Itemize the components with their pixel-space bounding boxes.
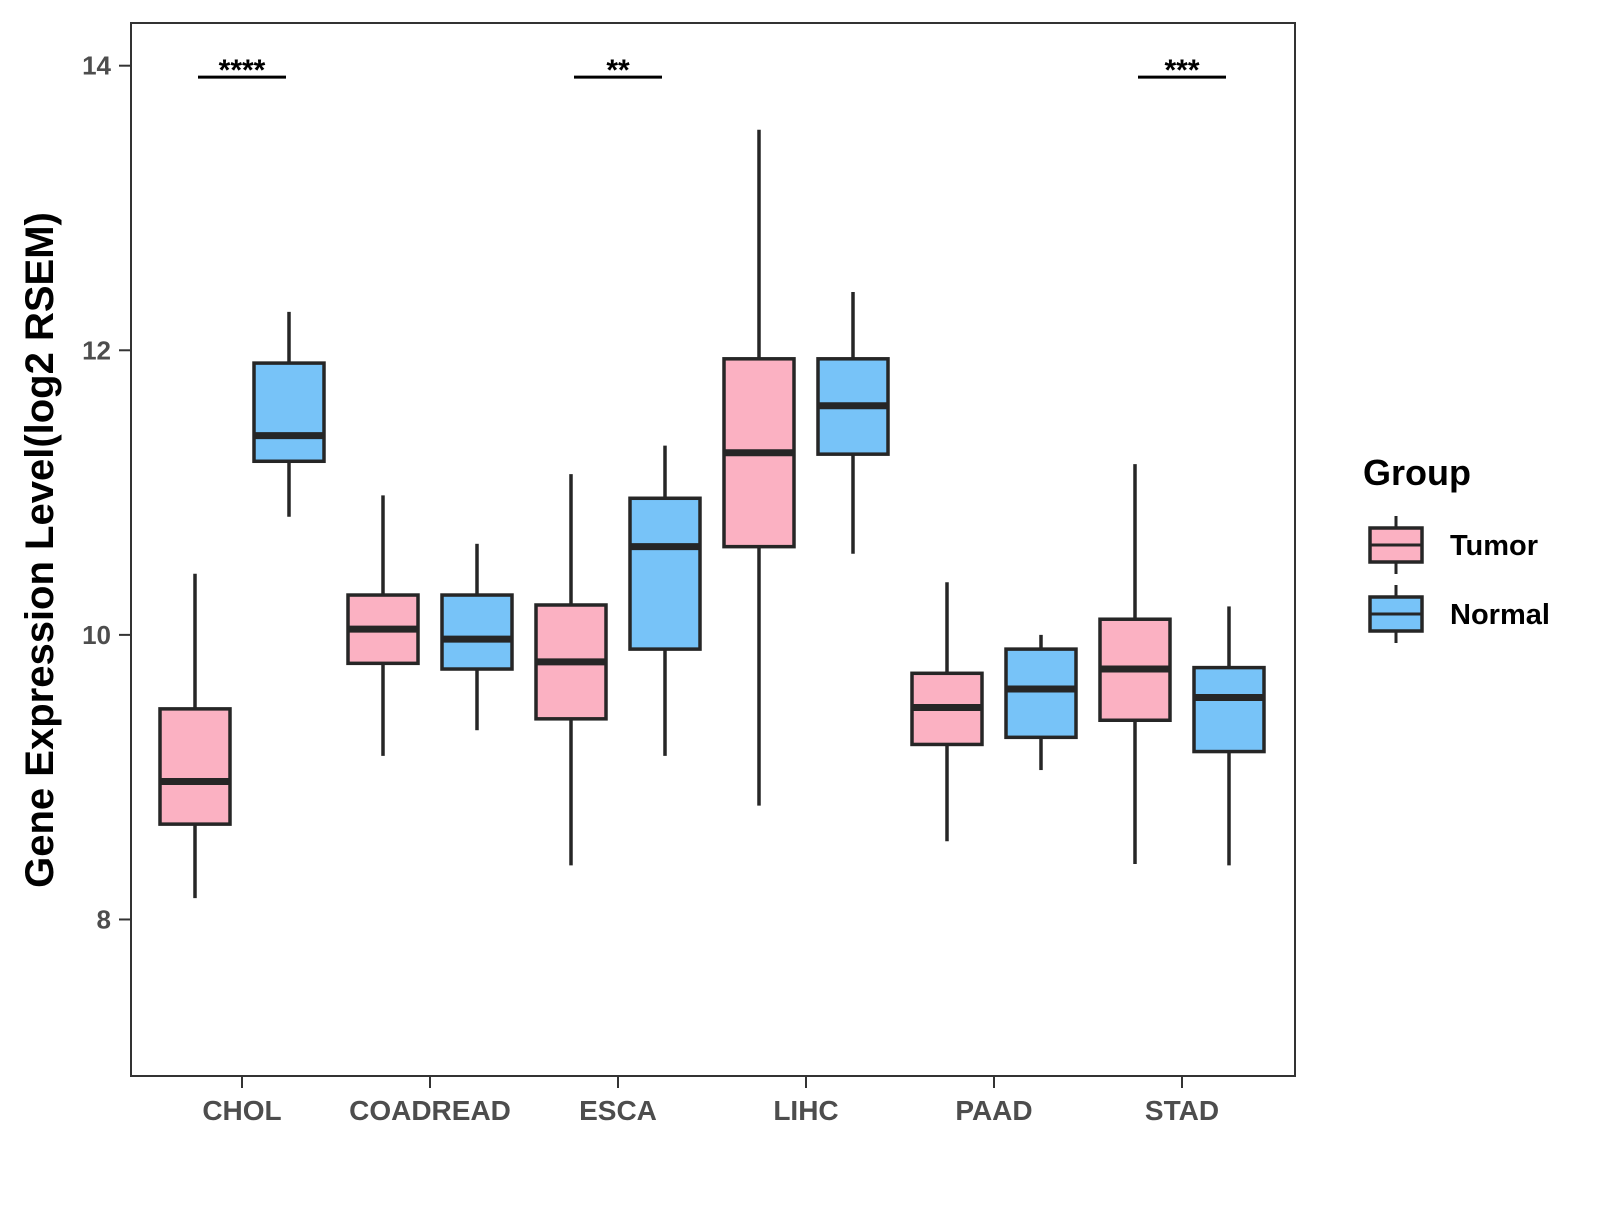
x-tick-label: ESCA — [579, 1095, 657, 1126]
y-tick-label: 12 — [82, 335, 111, 365]
significance-label: *** — [1164, 54, 1199, 87]
box-normal-stad — [1192, 606, 1266, 866]
legend-item-tumor: Tumor — [1368, 516, 1538, 574]
significance-label: ** — [606, 54, 630, 87]
box-tumor-paad — [910, 582, 984, 842]
box-body — [1192, 665, 1266, 754]
x-tick-label: LIHC — [773, 1095, 838, 1126]
box-normal-chol — [252, 311, 326, 517]
legend-label: Tumor — [1450, 530, 1538, 562]
significance-label: **** — [219, 54, 266, 87]
box-normal-paad — [1004, 634, 1078, 771]
box-body — [628, 496, 702, 651]
chart-axes: 8 10 12 14 CHOL COADREAD ESCA LIHC PAAD STAD — [82, 51, 1219, 1126]
box-normal-lihc — [816, 291, 890, 554]
significance-chol: **** — [198, 54, 286, 87]
significance-esca: ** — [574, 54, 662, 87]
box-normal-coadread — [440, 543, 514, 731]
box-normal-esca — [628, 445, 702, 756]
y-tick-label: 10 — [82, 620, 111, 650]
x-tick-label: CHOL — [202, 1095, 281, 1126]
box-tumor-lihc — [722, 129, 796, 806]
x-tick-label: STAD — [1145, 1095, 1219, 1126]
series-normal — [252, 291, 1266, 866]
plot-panel-border — [130, 22, 1296, 1077]
box-body — [252, 361, 326, 464]
x-tick-label: COADREAD — [349, 1095, 511, 1126]
box-tumor-chol — [158, 573, 232, 899]
box-body — [1004, 647, 1078, 740]
significance-stad: *** — [1138, 54, 1226, 87]
series-tumor — [158, 129, 1172, 899]
y-tick-label: 14 — [82, 51, 111, 81]
legend: Group Tumor Normal — [1363, 452, 1550, 643]
box-tumor-esca — [534, 474, 608, 866]
y-axis-title: Gene Expression Level(log2 RSEM) — [18, 212, 62, 888]
box-body — [440, 593, 514, 671]
legend-item-normal: Normal — [1368, 585, 1550, 643]
x-tick-label: PAAD — [955, 1095, 1032, 1126]
y-tick-label: 8 — [97, 904, 111, 934]
legend-title: Group — [1363, 452, 1471, 493]
box-tumor-coadread — [346, 495, 420, 756]
chart-marks: **** ** *** — [158, 54, 1266, 899]
box-tumor-stad — [1098, 464, 1172, 864]
legend-label: Normal — [1450, 599, 1550, 631]
box-body — [158, 707, 232, 826]
